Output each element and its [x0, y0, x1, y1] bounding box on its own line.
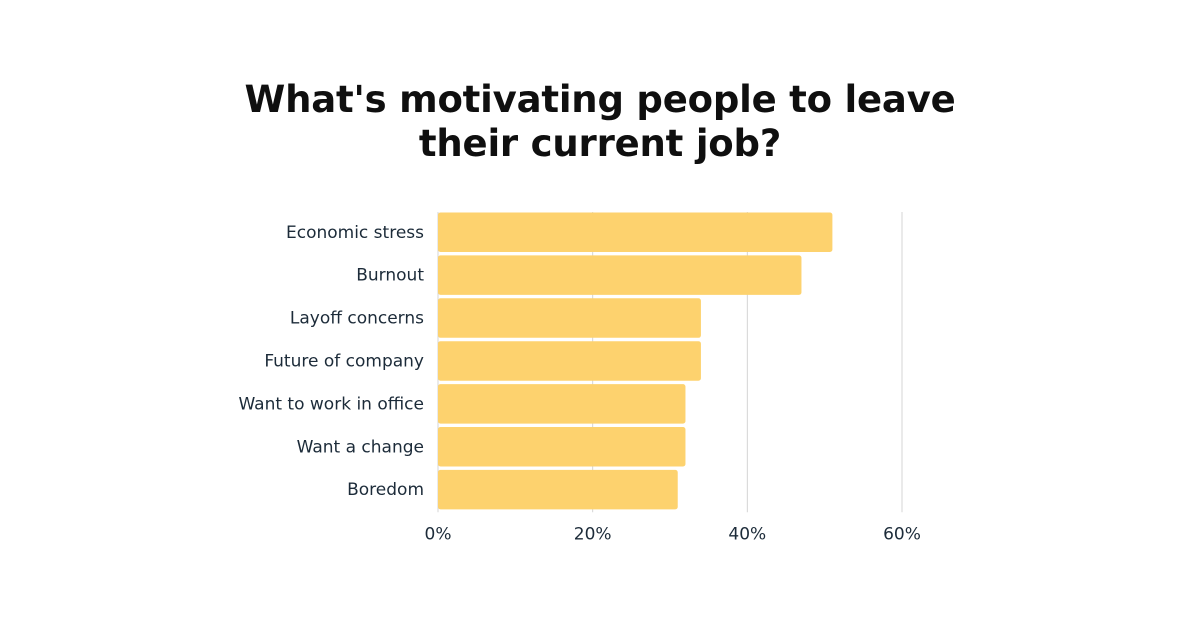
category-label-2: Layoff concerns [290, 309, 424, 329]
category-labels: Economic stress Burnout Layoff concerns Fut… [238, 223, 424, 500]
category-label-1: Burnout [356, 266, 424, 286]
bar-6 [438, 469, 678, 510]
bar-5 [438, 427, 686, 467]
bar-2 [438, 298, 701, 338]
bar-4 [438, 384, 686, 424]
x-tick-label-3: 60% [883, 524, 921, 544]
category-label-5: Want a change [297, 437, 424, 457]
bar-0 [438, 212, 833, 252]
bar-1 [438, 255, 802, 295]
category-label-4: Want to work in office [238, 394, 424, 414]
bars [438, 212, 833, 510]
chart-title: What's motivating people to leave their … [0, 78, 1200, 166]
x-tick-label-1: 20% [574, 524, 612, 544]
x-axis-tick-labels: 0% 20% 40% 60% [425, 524, 921, 544]
x-tick-label-0: 0% [425, 524, 452, 544]
bar-3 [438, 341, 701, 381]
category-label-3: Future of company [264, 351, 424, 371]
chart-title-line-2: their current job? [418, 122, 782, 165]
category-label-0: Economic stress [286, 223, 424, 243]
category-label-6: Boredom [347, 480, 424, 500]
x-tick-label-2: 40% [728, 524, 766, 544]
chart-title-line-1: What's motivating people to leave [244, 78, 956, 121]
